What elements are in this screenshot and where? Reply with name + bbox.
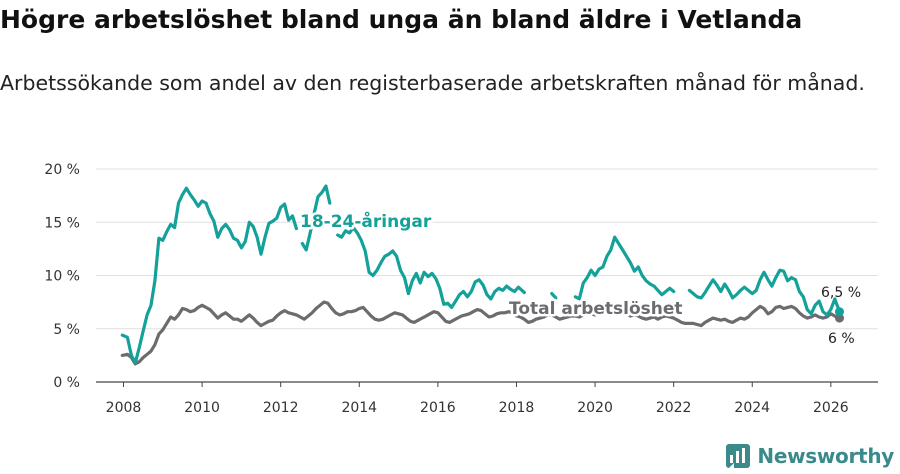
x-tick-label: 2018 xyxy=(499,400,535,416)
x-tick-label: 2012 xyxy=(263,400,299,416)
youth-series-label: 18-24-åringar xyxy=(300,210,432,232)
total-unemployment-line xyxy=(120,300,842,366)
x-tick-label: 2014 xyxy=(341,400,377,416)
brand-name: Newsworthy xyxy=(757,444,894,468)
axes: 0 % 5 % 10 % 15 % 20 % 2008 2010 2012 2014 2016 20… xyxy=(44,162,878,416)
x-tick-label: 2008 xyxy=(106,400,142,416)
x-tick-label: 2020 xyxy=(577,400,613,416)
youth-unemployment-line-end-point xyxy=(834,307,844,317)
grid-lines xyxy=(96,168,878,330)
total-series-label-halo: Total arbetslöshet xyxy=(509,299,683,319)
x-tick-label: 2026 xyxy=(813,400,849,416)
x-tick-label: 2022 xyxy=(656,400,692,416)
youth-unemployment-line xyxy=(336,226,526,309)
total-end-value: 6 % xyxy=(828,331,855,347)
y-tick-label: 20 % xyxy=(44,162,80,178)
chart-subtitle: Arbetssökande som andel av den registerb… xyxy=(0,71,865,95)
series-lines xyxy=(120,184,844,366)
youth-unemployment-line xyxy=(573,235,676,301)
chart-title: Högre arbetslöshet bland unga än bland ä… xyxy=(0,5,803,34)
y-tick-label: 10 % xyxy=(44,269,80,285)
total-series-label: Total arbetslöshet xyxy=(509,299,683,319)
youth-unemployment-line xyxy=(300,184,332,252)
y-tick-label: 15 % xyxy=(44,215,80,231)
y-tick-label: 5 % xyxy=(53,322,80,338)
youth-series-label-halo: 18-24-åringar xyxy=(300,210,432,232)
y-tick-label: 0 % xyxy=(53,375,80,391)
youth-unemployment-line xyxy=(550,292,558,300)
youth-unemployment-line xyxy=(687,268,842,317)
total-unemployment-line-end-point xyxy=(834,313,844,323)
x-tick-label: 2010 xyxy=(184,400,220,416)
youth-unemployment-line xyxy=(120,186,298,365)
x-tick-label: 2024 xyxy=(734,400,770,416)
newsworthy-logo-icon xyxy=(726,444,751,468)
x-tick-label: 2016 xyxy=(420,400,456,416)
brand-footer: Newsworthy xyxy=(725,442,894,470)
youth-end-value: 6,5 % xyxy=(821,285,861,301)
